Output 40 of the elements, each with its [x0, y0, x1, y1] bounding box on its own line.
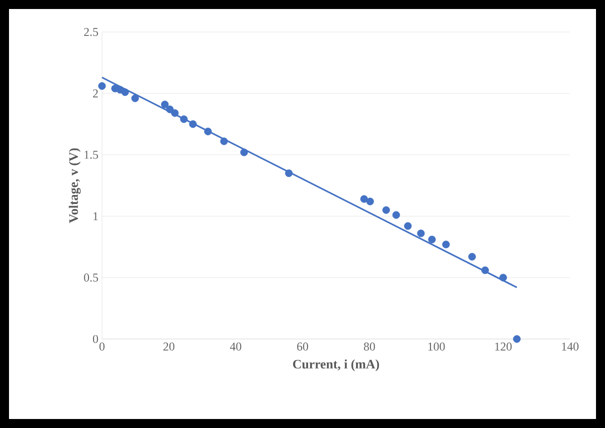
y-tick-label: 2: [93, 89, 98, 98]
x-tick-label: 100: [428, 342, 445, 351]
point: [220, 137, 228, 146]
x-tick-label: 80: [364, 342, 375, 351]
y-tick-label: 1.5: [84, 150, 98, 159]
x-tick-label: 140: [562, 342, 579, 351]
point: [171, 109, 179, 117]
point: [161, 100, 169, 108]
point: [366, 198, 374, 206]
point: [285, 169, 293, 178]
x-tick-label: 60: [297, 342, 308, 351]
point: [404, 222, 412, 230]
point: [382, 206, 390, 214]
point: [98, 82, 106, 90]
point: [481, 266, 489, 274]
x-tick-label: 120: [495, 342, 512, 351]
point: [204, 128, 212, 136]
y-tick-label: 0: [92, 334, 98, 344]
point: [189, 120, 197, 128]
x-tick-label: 0: [99, 342, 105, 351]
point: [417, 230, 425, 238]
point: [442, 240, 450, 248]
point: [166, 106, 174, 114]
x-tick-label: 40: [230, 342, 242, 351]
point: [468, 252, 476, 261]
x-tick-label: 20: [163, 342, 174, 351]
point: [499, 274, 507, 282]
point: [392, 211, 400, 219]
point: [360, 195, 368, 203]
point: [428, 236, 436, 244]
y-tick-label: 1: [94, 212, 98, 220]
x-axis-title: Current, i (mA): [293, 359, 380, 372]
point: [240, 148, 248, 156]
point: [121, 88, 129, 96]
y-axis-title: Voltage, v (V): [68, 148, 81, 224]
y-tick-label: 2.5: [84, 28, 98, 36]
point: [131, 94, 139, 102]
point: [513, 335, 521, 343]
point: [180, 115, 188, 123]
y-tick-label: 0.5: [84, 274, 98, 282]
